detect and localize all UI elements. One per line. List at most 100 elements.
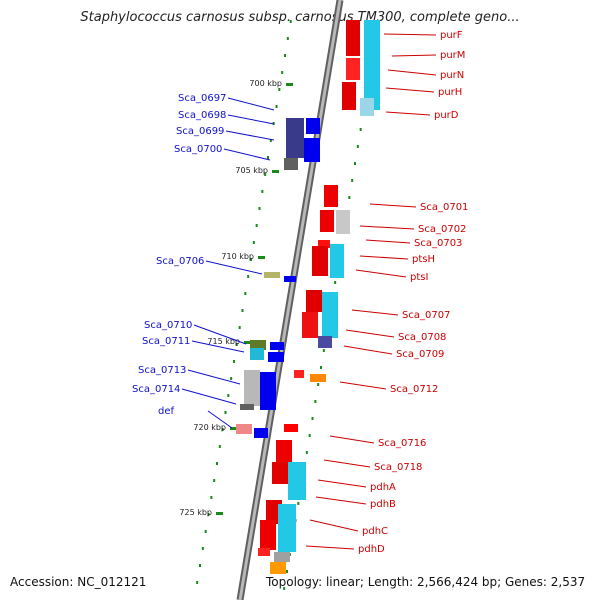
gene-block <box>284 158 298 170</box>
gene-block <box>284 424 298 432</box>
gene-block <box>272 462 288 484</box>
gene-block <box>318 240 330 248</box>
track-dot <box>235 343 238 346</box>
track-dot <box>247 275 250 278</box>
leader-line <box>193 324 247 345</box>
gene-block <box>250 348 264 360</box>
track-dot <box>207 513 210 516</box>
track-dot <box>286 37 289 40</box>
track-dot <box>289 20 292 23</box>
track-dot <box>252 241 255 244</box>
gene-label-right: purM <box>440 50 465 61</box>
track-dot <box>322 349 325 352</box>
scale-tick <box>230 427 237 430</box>
gene-label-left: Sca_0711 <box>142 336 190 347</box>
gene-label-left: Sca_0714 <box>132 384 180 395</box>
gene-block <box>346 20 360 56</box>
gene-block <box>250 340 266 350</box>
gene-label-left: Sca_0698 <box>178 110 226 121</box>
leader-line <box>187 369 241 385</box>
leader-line <box>191 340 245 353</box>
track-dot <box>314 400 317 403</box>
leader-line <box>345 329 395 338</box>
gene-label-right: Sca_0702 <box>418 224 466 235</box>
leader-line <box>205 260 263 275</box>
track-dot <box>359 128 362 131</box>
track-dot <box>354 162 356 165</box>
scale-tick-label: 725 kbp <box>179 508 212 517</box>
gene-block <box>310 374 326 382</box>
gene-label-right: Sca_0712 <box>390 384 438 395</box>
gene-label-right: pdhD <box>358 544 385 555</box>
leader-line <box>383 33 437 36</box>
gene-block <box>278 504 296 552</box>
gene-label-right: purD <box>434 110 459 121</box>
gene-block <box>360 98 374 116</box>
leader-line <box>329 435 375 444</box>
track-dot <box>238 326 241 329</box>
leader-line <box>305 545 355 550</box>
track-dot <box>356 145 359 148</box>
gene-block <box>264 272 280 278</box>
track-dot <box>283 587 286 590</box>
track-dot <box>275 105 278 108</box>
leader-line <box>317 479 367 488</box>
track-dot <box>218 445 221 448</box>
leader-line <box>359 255 409 260</box>
track-dot <box>210 496 213 499</box>
gene-label-right: purH <box>438 87 462 98</box>
leader-line <box>387 69 437 76</box>
gene-block <box>244 370 260 406</box>
gene-block <box>306 118 320 134</box>
track-dot <box>317 383 320 386</box>
gene-label-right: pdhC <box>362 526 388 537</box>
gene-label-left: Sca_0699 <box>176 126 224 137</box>
gene-block <box>324 185 338 207</box>
track-dot <box>351 179 354 182</box>
gene-block <box>322 292 338 338</box>
gene-label-right: pdhB <box>370 499 396 510</box>
accession-text: Accession: NC_012121 <box>10 575 147 589</box>
leader-line <box>391 54 437 57</box>
gene-block <box>270 342 284 350</box>
track-dot <box>297 502 300 505</box>
scale-ticks: 700 kbp 705 kbp 710 kbp 715 kbp 720 kbp 725 k… <box>179 79 293 517</box>
gene-block <box>318 336 332 348</box>
track-dot <box>269 139 272 142</box>
gene-label-left: Sca_0710 <box>144 320 192 331</box>
track-dot <box>286 570 288 573</box>
leader-line <box>227 114 275 125</box>
leader-line <box>223 148 271 161</box>
gene-label-left: def <box>158 406 175 417</box>
scale-tick <box>272 170 279 173</box>
leader-line <box>343 345 393 355</box>
leader-line <box>323 459 371 468</box>
gene-block <box>346 58 360 80</box>
scale-tick-label: 700 kbp <box>249 79 282 88</box>
track-dot <box>284 54 286 57</box>
leader-line <box>339 381 387 390</box>
label-leaders <box>181 33 437 550</box>
leader-line <box>385 111 431 116</box>
track-dot <box>250 258 252 261</box>
track-dot <box>201 547 204 550</box>
track-dot <box>233 360 235 363</box>
gene-label-right: Sca_0707 <box>402 310 450 321</box>
backbone-highlight <box>238 0 342 600</box>
gene-block <box>330 244 344 278</box>
track-dot <box>216 462 218 465</box>
scale-tick-label: 710 kbp <box>221 252 254 261</box>
track-dot <box>196 581 199 584</box>
track-dot <box>224 411 227 414</box>
gene-block <box>276 440 292 462</box>
gene-block <box>270 562 286 574</box>
scale-tick-label: 720 kbp <box>193 423 226 432</box>
track-dot <box>278 88 281 91</box>
gene-label-left: Sca_0706 <box>156 256 204 267</box>
gene-block <box>258 548 270 556</box>
leader-line <box>181 388 237 405</box>
gene-block <box>268 352 284 362</box>
leader-line <box>227 97 275 111</box>
leader-line <box>365 239 411 244</box>
track-dot <box>281 71 284 74</box>
